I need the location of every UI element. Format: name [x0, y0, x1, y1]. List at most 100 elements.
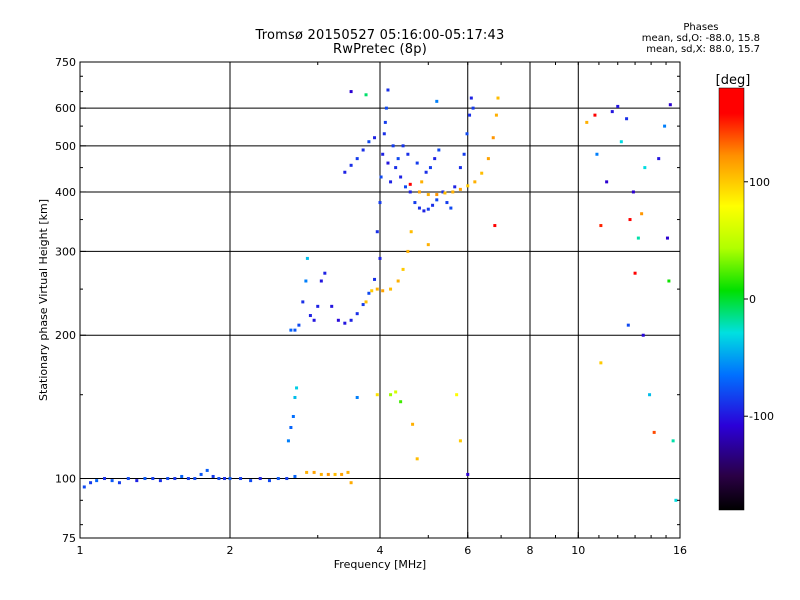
chart-subtitle: RwPretec (8p) [333, 42, 427, 57]
data-point [258, 477, 262, 481]
data-point [593, 113, 597, 117]
data-point [286, 439, 290, 443]
data-point [312, 470, 316, 474]
data-point [449, 206, 453, 210]
data-point [151, 477, 155, 481]
data-point [228, 477, 232, 481]
data-point [652, 430, 656, 434]
data-point [361, 303, 365, 307]
data-point [217, 477, 221, 481]
data-point [319, 472, 323, 476]
data-point [466, 472, 470, 476]
data-point [471, 106, 475, 110]
data-point [415, 457, 419, 461]
data-point [289, 425, 293, 429]
data-point [301, 300, 305, 304]
data-point [455, 393, 459, 397]
phase-statistics: Phases mean, sd,O: -88.0, 15.8 mean, sd,… [642, 22, 760, 55]
colorbar [718, 87, 745, 511]
data-point [378, 256, 382, 260]
data-point [408, 190, 412, 194]
data-point [401, 144, 405, 148]
data-point [667, 279, 671, 283]
data-point [605, 180, 609, 184]
data-point [305, 256, 309, 260]
data-point [619, 140, 623, 144]
data-point [378, 201, 382, 205]
data-point [443, 191, 447, 195]
y-tick-label: 500 [55, 140, 76, 153]
colorbar-tick-label: 0 [749, 293, 756, 306]
data-point [396, 279, 400, 283]
data-point [126, 477, 130, 481]
data-point [486, 157, 490, 161]
data-point [340, 472, 344, 476]
colorbar-tick-label: 100 [749, 176, 770, 189]
data-point [445, 201, 449, 205]
data-point [95, 479, 99, 483]
data-point [595, 152, 599, 156]
data-point [435, 99, 439, 103]
data-point [403, 185, 407, 189]
y-tick-label: 750 [55, 56, 76, 69]
data-point [383, 120, 387, 124]
data-point [143, 477, 147, 481]
data-point [641, 333, 645, 337]
data-point [408, 182, 412, 186]
data-point [626, 323, 630, 327]
data-point [406, 152, 410, 156]
colorbar-ticks: 100 0 -100 [744, 176, 774, 423]
data-point [428, 166, 432, 170]
data-point [665, 236, 669, 240]
data-point [480, 171, 484, 175]
data-point [158, 479, 162, 483]
data-point [364, 93, 368, 97]
data-point [295, 386, 299, 390]
data-point [330, 304, 334, 308]
x-tick-label: 1 [77, 544, 84, 557]
data-point [293, 328, 297, 332]
data-point [103, 477, 107, 481]
data-point [305, 470, 309, 474]
data-point [333, 472, 337, 476]
data-point [599, 361, 603, 365]
data-point [389, 393, 393, 397]
data-point [466, 184, 470, 188]
data-point [426, 207, 430, 211]
data-point [585, 120, 589, 124]
colorbar-tick-label: -100 [749, 410, 774, 423]
phase-header: Phases [683, 22, 719, 33]
data-point [453, 185, 457, 189]
data-point [304, 279, 308, 283]
x-axis-label: Frequency [MHz] [334, 558, 426, 571]
data-point [493, 224, 497, 228]
data-point [625, 117, 629, 121]
data-point [223, 477, 227, 481]
y-tick-label: 400 [55, 186, 76, 199]
y-tick-label: 75 [62, 532, 76, 545]
x-tick-label: 8 [527, 544, 534, 557]
x-tick-label: 2 [227, 544, 234, 557]
data-point [386, 161, 390, 165]
phase-x-mode: mean, sd,X: 88.0, 15.7 [646, 44, 760, 55]
data-point [496, 96, 500, 100]
data-point [381, 289, 385, 293]
data-point [494, 113, 498, 117]
data-point [89, 481, 93, 485]
y-tick-label: 200 [55, 329, 76, 342]
data-point [205, 468, 209, 472]
data-point [399, 175, 403, 179]
data-point [355, 157, 359, 161]
data-point [293, 474, 297, 478]
grid-lines [80, 62, 680, 538]
data-point [406, 249, 410, 253]
data-point [135, 479, 139, 483]
data-points [82, 88, 678, 502]
data-point [399, 400, 403, 404]
data-point [375, 393, 379, 397]
data-point [267, 479, 271, 483]
data-point [648, 393, 652, 397]
phase-o-mode: mean, sd,O: -88.0, 15.8 [641, 33, 760, 44]
data-point [323, 271, 327, 275]
data-point [643, 166, 647, 170]
